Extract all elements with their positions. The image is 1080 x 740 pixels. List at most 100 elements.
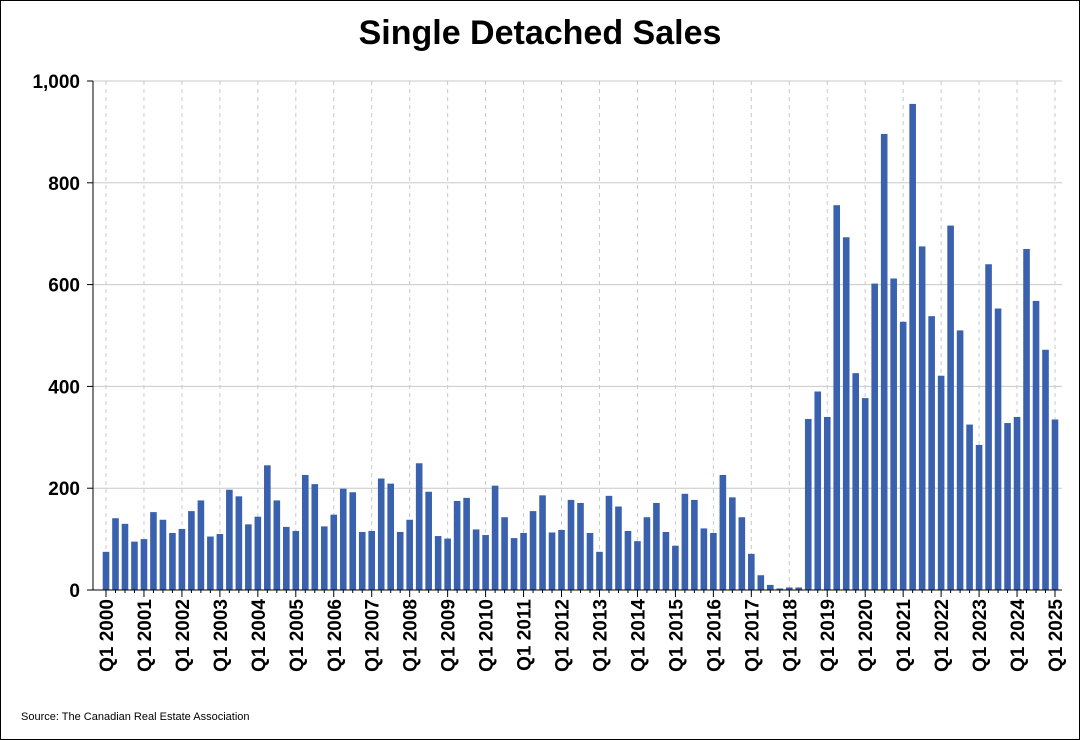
bar (169, 532, 176, 590)
bar (880, 133, 888, 590)
y-tick-label: 400 (48, 377, 80, 398)
x-tick-label: Q1 2025 (1046, 599, 1067, 672)
bar (748, 553, 755, 590)
bar (491, 485, 499, 590)
bar (567, 499, 575, 590)
bar (510, 538, 518, 590)
bar (358, 531, 366, 590)
x-tick-label: Q1 2019 (818, 599, 839, 672)
bar (871, 283, 878, 590)
bar (377, 478, 385, 590)
bar (956, 330, 964, 590)
x-tick-label: Q1 2006 (325, 599, 346, 672)
bar (501, 517, 508, 590)
grid-layer (93, 80, 1062, 590)
bar (112, 518, 119, 590)
bar (586, 532, 594, 590)
bar (776, 588, 784, 590)
y-tick-label: 200 (48, 479, 80, 500)
bar (434, 536, 442, 590)
bar (292, 530, 300, 590)
bar (738, 517, 746, 590)
bar (852, 373, 860, 590)
labels-layer: 0 200 400 600 800 1,000 Q1 2000 Q1 2001 Q1 2002 Q… (32, 72, 1067, 672)
x-tick-label: Q1 2008 (401, 599, 422, 672)
bar (605, 495, 613, 590)
bar (311, 484, 319, 590)
bar (463, 497, 470, 590)
bar (425, 491, 432, 590)
bar (577, 502, 584, 590)
bar (966, 424, 973, 590)
x-tick-label: Q1 2005 (287, 599, 308, 672)
x-tick-label: Q1 2010 (477, 599, 498, 672)
bar (197, 500, 205, 590)
x-tick-label: Q1 2024 (1008, 599, 1029, 672)
bar (254, 516, 262, 590)
x-tick-label: Q1 2003 (211, 599, 232, 672)
bar (1013, 416, 1021, 590)
bar (406, 519, 413, 590)
bar (985, 264, 992, 590)
bar (643, 517, 651, 590)
chart-title: Single Detached Sales (358, 14, 722, 52)
bar (301, 474, 309, 590)
bar (767, 584, 774, 590)
x-tick-label: Q1 2022 (932, 599, 953, 672)
x-tick-label: Q1 2018 (780, 599, 801, 672)
bar (909, 103, 916, 590)
bar (444, 538, 451, 590)
source-note: Source: The Canadian Real Estate Associa… (21, 711, 250, 723)
bar (264, 465, 271, 590)
bar (795, 587, 803, 590)
axes-layer (87, 80, 1062, 597)
bar (396, 531, 404, 590)
x-tick-label: Q1 2004 (249, 599, 270, 672)
x-tick-label: Q1 2023 (970, 599, 991, 672)
bar (1051, 419, 1059, 590)
bar (140, 539, 148, 590)
bar (653, 502, 660, 590)
bar (415, 463, 423, 590)
bar (1004, 423, 1011, 590)
bar (1042, 349, 1049, 590)
y-tick-label: 600 (48, 276, 80, 297)
bar (691, 499, 698, 590)
bar (804, 418, 812, 590)
bar (339, 488, 347, 590)
bar (710, 532, 717, 590)
bar (662, 531, 670, 590)
bar (729, 497, 736, 590)
x-tick-label: Q1 2009 (439, 599, 460, 672)
x-tick-label: Q1 2015 (666, 599, 687, 672)
bar (899, 321, 907, 590)
x-tick-label: Q1 2014 (628, 599, 649, 672)
bar (273, 500, 281, 590)
bar (150, 512, 157, 590)
bar (757, 575, 765, 590)
bar (188, 511, 195, 590)
bar (1032, 300, 1040, 590)
bar (320, 526, 328, 591)
x-tick-label: Q1 2021 (894, 599, 915, 672)
bar (548, 532, 556, 590)
bar (918, 246, 926, 591)
bars-layer (102, 103, 1059, 591)
x-tick-label: Q1 2012 (553, 599, 574, 672)
bar (349, 492, 357, 590)
bar (823, 416, 831, 590)
bar (719, 474, 727, 590)
bar (102, 551, 110, 590)
bar (890, 278, 897, 590)
y-tick-label: 1,000 (32, 72, 80, 93)
x-tick-label: Q1 2001 (135, 599, 156, 672)
bar (785, 587, 793, 590)
bar (216, 534, 224, 590)
bar (833, 205, 841, 590)
bar (615, 506, 622, 590)
bar (226, 489, 233, 590)
bar (928, 316, 935, 590)
x-tick-label: Q1 2017 (742, 599, 763, 672)
y-tick-label: 800 (48, 174, 80, 195)
